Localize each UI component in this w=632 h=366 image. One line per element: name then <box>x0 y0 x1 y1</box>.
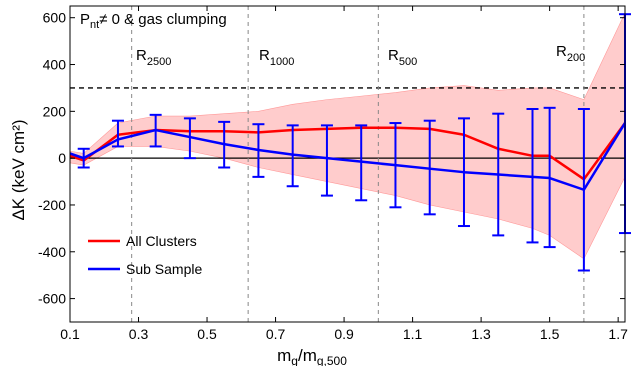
y-tick-label: 0 <box>58 150 66 166</box>
confidence-band-layer <box>69 12 626 260</box>
legend-label-all-clusters: All Clusters <box>126 233 197 249</box>
plot-frame <box>69 5 626 323</box>
x-axis-label: mg/mg,500 <box>277 346 347 366</box>
legend-label-sub-sample: Sub Sample <box>126 261 202 277</box>
reference-line-labels: R2500 R1000 R500 R200 <box>136 43 585 68</box>
y-tick-label: 200 <box>43 103 67 119</box>
x-tick-label: 1.3 <box>471 326 491 342</box>
x-tick-label: 0.7 <box>266 326 286 342</box>
x-tick-label: 0.1 <box>60 326 80 342</box>
series-line <box>69 122 627 191</box>
legend: All Clusters Sub Sample <box>88 233 202 277</box>
x-tick-label: 1.7 <box>608 326 628 342</box>
confidence-band <box>69 12 626 260</box>
y-tick-label: -200 <box>38 197 66 213</box>
x-tick-label: 0.5 <box>197 326 217 342</box>
ref-label-r2500: R2500 <box>136 47 171 68</box>
ref-label-r1000: R1000 <box>259 47 294 68</box>
axes: 0.1 0.3 0.5 0.7 0.9 1.1 1.3 1.5 1.7 -600 -400 -200 0… <box>38 5 628 342</box>
y-axis-label: ΔK (keV cm²) <box>9 119 28 220</box>
x-tick-label: 0.3 <box>129 326 149 342</box>
y-tick-label: -600 <box>38 291 66 307</box>
y-tick-label: 600 <box>43 10 67 26</box>
x-tick-label: 1.5 <box>540 326 560 342</box>
annotation: Pnt≠ 0 & gas clumping <box>80 11 227 31</box>
x-tick-label: 0.9 <box>334 326 354 342</box>
y-tick-label: 400 <box>43 57 67 73</box>
x-tick-label: 1.1 <box>403 326 423 342</box>
series-layer <box>69 13 631 272</box>
y-tick-label: -400 <box>38 244 66 260</box>
ref-label-r500: R500 <box>388 47 417 68</box>
series-sub-sample <box>69 13 631 272</box>
ref-label-r200: R200 <box>556 43 585 64</box>
